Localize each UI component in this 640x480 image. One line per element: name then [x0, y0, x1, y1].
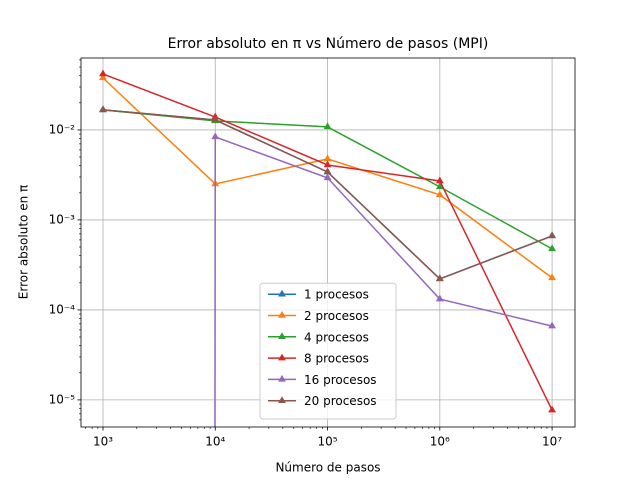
x-tick-label: 10⁵: [317, 435, 337, 449]
data-point: [435, 274, 444, 282]
data-point: [211, 132, 220, 140]
data-point: [323, 173, 332, 181]
x-tick-label: 10⁶: [430, 435, 450, 449]
data-point: [99, 73, 107, 81]
data-point: [99, 105, 107, 113]
y-tick-label: 10⁻⁴: [49, 302, 76, 316]
data-point: [323, 154, 332, 162]
x-tick-label: 10³: [93, 435, 113, 449]
data-point: [548, 231, 556, 239]
data-point: [548, 321, 556, 329]
data-point: [99, 69, 107, 77]
x-tick-label: 10⁴: [205, 435, 225, 449]
chart-title: Error absoluto en π vs Número de pasos (…: [168, 36, 489, 52]
legend-marker: [278, 353, 286, 361]
data-point: [435, 294, 444, 302]
data-point: [548, 273, 556, 281]
legend-marker: [278, 332, 286, 340]
plot-area: [99, 69, 556, 427]
legend: 1 procesos 2 procesos 4 procesos 8 procesos…: [259, 282, 397, 420]
legend-label: 8 procesos: [304, 352, 369, 366]
legend-label: 1 procesos: [304, 288, 369, 302]
y-tick-label: 10⁻²: [49, 122, 76, 136]
axes: 10³ 10⁴ 10⁵ 10⁶ 10⁷ 10⁻⁵ 10⁻⁴ 10⁻³ 10⁻²: [49, 59, 562, 449]
legend-label: 2 procesos: [304, 309, 369, 323]
data-point: [435, 176, 444, 184]
data-point: [211, 115, 220, 123]
data-point: [435, 182, 444, 190]
legend-label: 20 procesos: [304, 394, 377, 408]
y-axis-label: Error absoluto en π: [17, 185, 31, 299]
legend-label: 16 procesos: [304, 373, 377, 387]
data-point: [548, 405, 556, 413]
data-point: [548, 244, 556, 252]
legend-marker: [278, 374, 286, 382]
data-point: [323, 160, 332, 168]
axes-frame: [80, 57, 576, 428]
y-tick-label: 10⁻³: [49, 212, 76, 226]
x-axis-label: Número de pasos: [275, 461, 380, 475]
data-point: [323, 122, 332, 130]
legend-box: [259, 282, 397, 420]
x-tick-label: 10⁷: [542, 435, 562, 449]
legend-marker: [278, 289, 286, 297]
legend-label: 4 procesos: [304, 330, 369, 344]
data-point: [435, 190, 444, 198]
legend-marker: [278, 311, 286, 318]
legend-marker: [278, 396, 286, 403]
y-tick-label: 10⁻⁵: [49, 392, 76, 406]
data-point: [323, 167, 332, 175]
